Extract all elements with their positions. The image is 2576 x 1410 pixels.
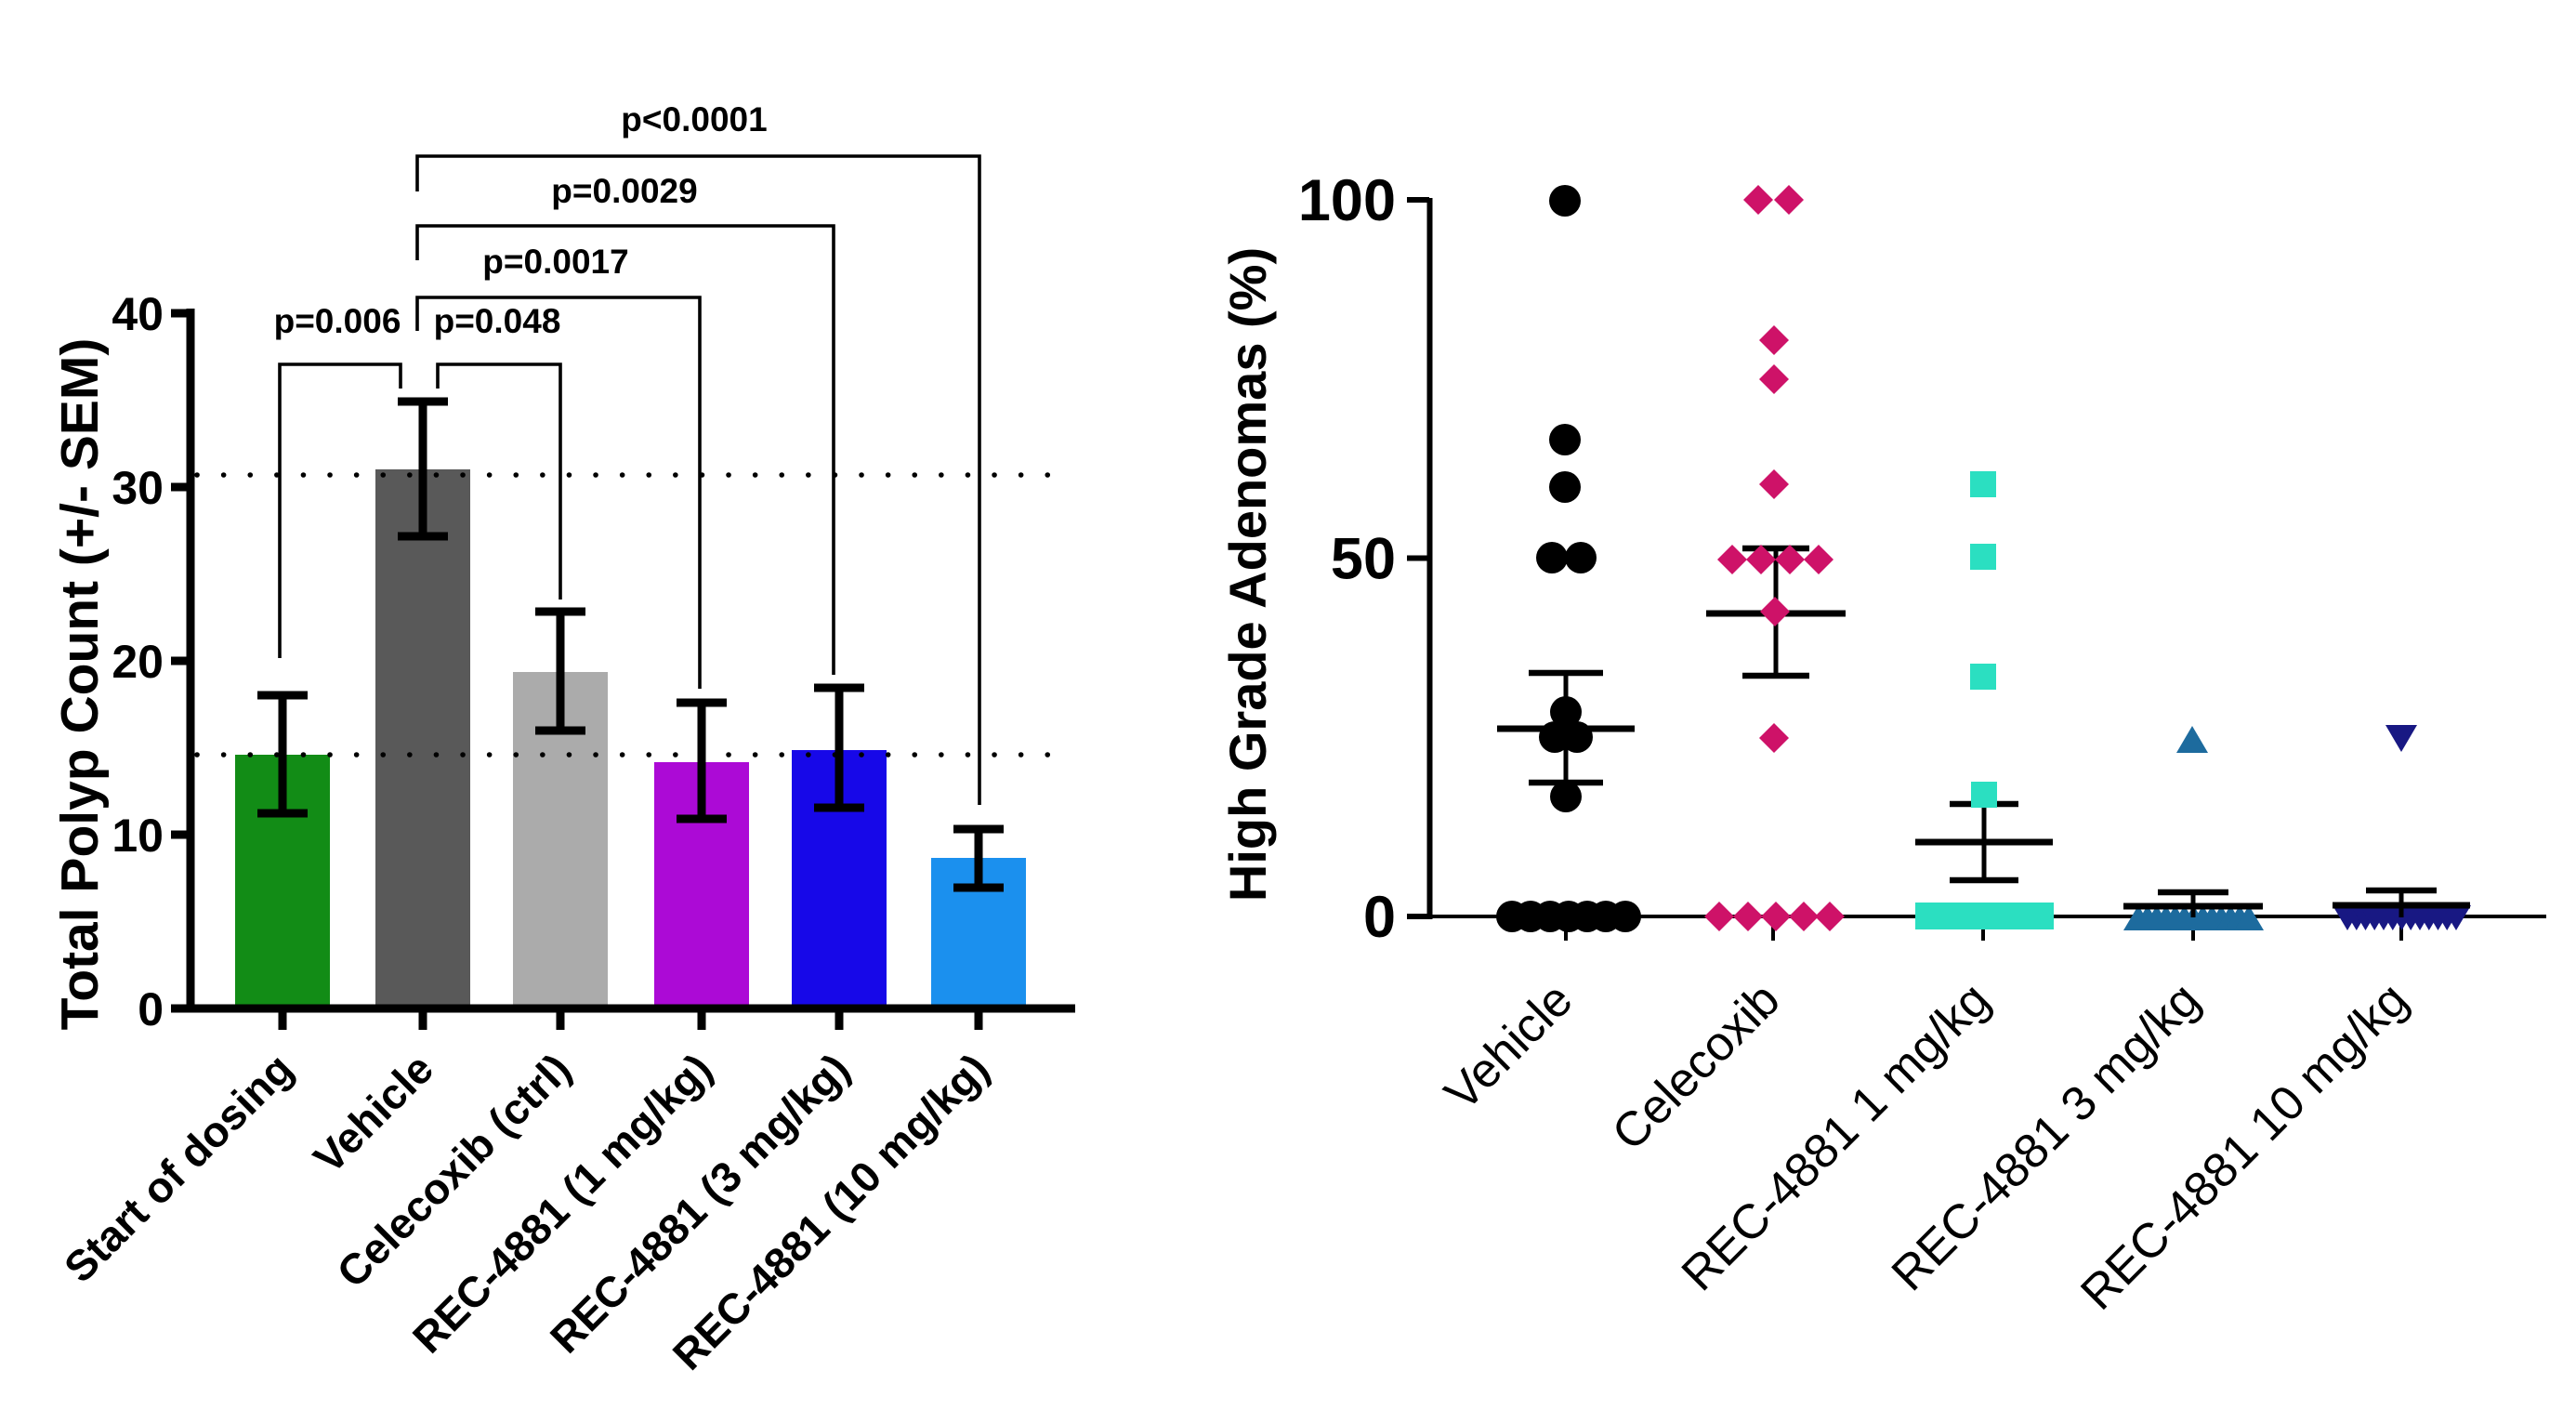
svg-text:p=0.006: p=0.006 — [274, 302, 401, 340]
svg-text:30: 30 — [112, 462, 164, 514]
svg-text:p=0.048: p=0.048 — [434, 302, 561, 340]
svg-text:High Grade Adenomas (%): High Grade Adenomas (%) — [1218, 247, 1277, 902]
svg-text:Total Polyp Count (+/- SEM): Total Polyp Count (+/- SEM) — [50, 338, 110, 1031]
svg-text:0: 0 — [138, 983, 164, 1035]
svg-text:50: 50 — [1331, 527, 1396, 592]
svg-text:p<0.0001: p<0.0001 — [621, 100, 767, 138]
svg-text:0: 0 — [1363, 885, 1396, 950]
svg-text:p=0.0017: p=0.0017 — [482, 243, 628, 281]
svg-text:10: 10 — [112, 810, 164, 862]
svg-text:100: 100 — [1298, 168, 1396, 233]
svg-text:40: 40 — [112, 288, 164, 340]
svg-text:p=0.0029: p=0.0029 — [551, 172, 697, 210]
svg-text:20: 20 — [112, 636, 164, 688]
